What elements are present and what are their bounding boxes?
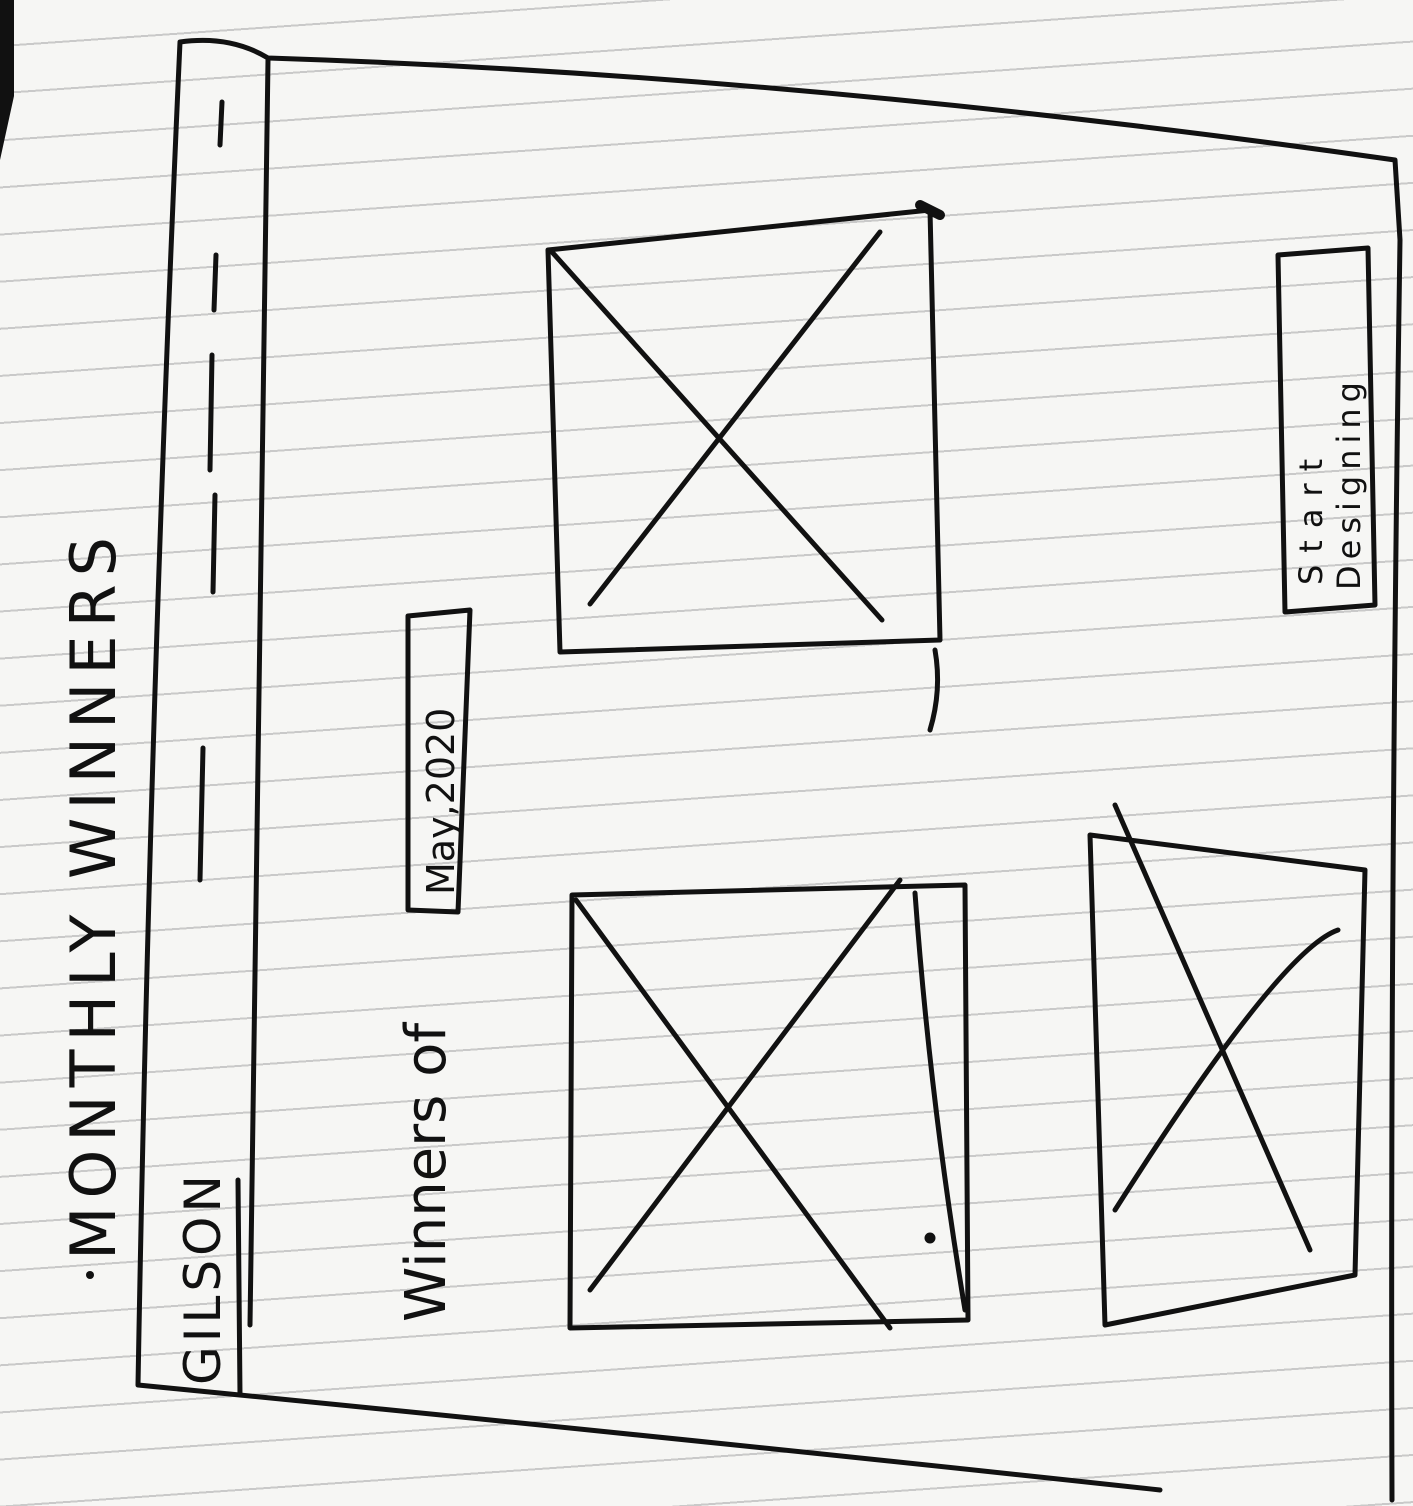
device-frame bbox=[135, 37, 1403, 1503]
nav-item-3[interactable] bbox=[207, 352, 215, 473]
nav-item-2[interactable] bbox=[211, 252, 219, 313]
start-designing-label-line1: Start bbox=[1292, 447, 1330, 585]
nav-menu bbox=[197, 99, 225, 883]
start-designing-label-line2: Designing bbox=[1330, 376, 1368, 590]
nav-item-4[interactable] bbox=[210, 492, 218, 595]
winner-image-placeholder-1[interactable] bbox=[545, 200, 945, 733]
winner-image-placeholder-2[interactable] bbox=[567, 877, 971, 1331]
nav-item-1[interactable] bbox=[217, 99, 225, 148]
month-selector-box[interactable] bbox=[405, 607, 473, 915]
nav-item-5[interactable] bbox=[197, 745, 206, 883]
month-selector-value[interactable]: May,2020 bbox=[419, 708, 463, 895]
page-heading: MONTHLY WINNERS bbox=[57, 529, 130, 1260]
header-divider bbox=[247, 57, 271, 1328]
start-designing-button[interactable] bbox=[1275, 245, 1378, 615]
logo[interactable]: GILSON bbox=[174, 1171, 232, 1385]
winners-of-label: Winners of bbox=[394, 1022, 459, 1322]
winner-image-placeholder-3[interactable] bbox=[1087, 802, 1368, 1328]
logo-underline bbox=[235, 1177, 243, 1398]
